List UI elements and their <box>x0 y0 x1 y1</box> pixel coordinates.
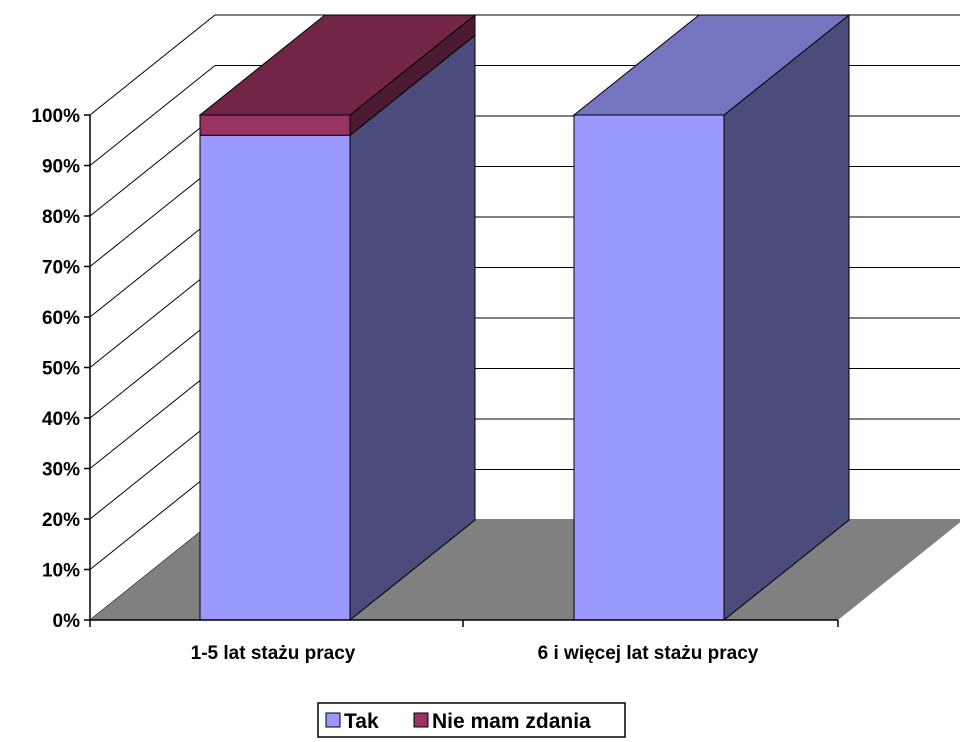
y-tick-label: 80% <box>42 207 80 228</box>
wall-gridline <box>89 166 216 267</box>
bar-front-0-0 <box>199 134 351 621</box>
wall-gridline <box>89 115 216 217</box>
bar-side-1-0 <box>723 13 850 622</box>
wall-gridline <box>89 14 216 116</box>
category-labels: 1-5 lat stażu pracy 6 i więcej lat stażu … <box>191 643 759 664</box>
y-tick-label: 0% <box>53 611 81 632</box>
y-tick-label: 70% <box>42 258 80 279</box>
y-tick-label: 20% <box>42 510 80 531</box>
bar-front-0-1 <box>199 114 351 136</box>
y-tick-label: 90% <box>42 157 80 178</box>
wall-gridline <box>89 267 216 368</box>
wall-gridline <box>89 469 216 570</box>
wall-gridline <box>89 317 216 419</box>
y-tick-label: 50% <box>42 359 80 380</box>
category-label: 6 i więcej lat stażu pracy <box>538 643 759 664</box>
legend-label: Tak <box>344 710 379 733</box>
wall-gridline <box>89 368 216 469</box>
y-tick-label: 40% <box>42 409 80 430</box>
wall-gridline <box>89 418 216 520</box>
legend-swatch <box>413 712 429 728</box>
axes <box>84 114 839 627</box>
category-label: 1-5 lat stażu pracy <box>191 643 356 664</box>
legend-box <box>317 702 626 738</box>
wall-gridline <box>89 216 216 318</box>
y-tick-label: 60% <box>42 308 80 329</box>
wall-gridline <box>89 65 216 166</box>
y-tick-labels: 0% 10% 20% 30% 40% 50% 60% 70% 80% 90% 100% <box>31 106 80 632</box>
legend-label: Nie mam zdania <box>432 710 591 733</box>
y-tick-label: 30% <box>42 460 80 481</box>
bars <box>198 13 851 622</box>
bar-top-1 <box>572 14 851 116</box>
bar-side-0-0 <box>349 34 476 622</box>
bar-top-0 <box>198 14 477 116</box>
legend-swatch <box>325 712 341 728</box>
bar-front-1-0 <box>573 114 725 621</box>
y-tick-label: 10% <box>42 561 80 582</box>
y-tick-label: 100% <box>31 106 80 127</box>
legend: Tak Nie mam zdania <box>317 702 626 738</box>
